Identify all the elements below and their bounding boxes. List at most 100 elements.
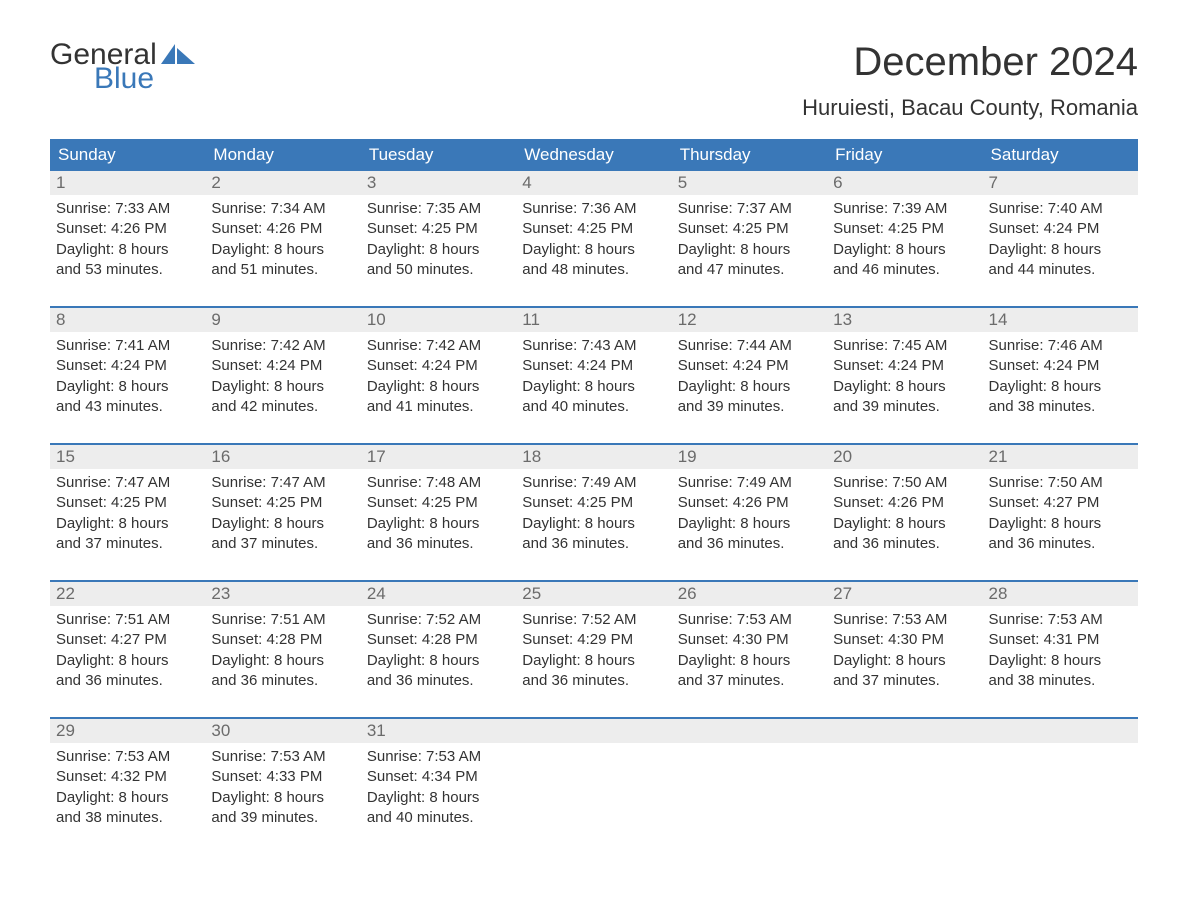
calendar-day: 5Sunrise: 7:37 AMSunset: 4:25 PMDaylight…: [672, 171, 827, 288]
weekday-header: Thursday: [672, 139, 827, 171]
day-number: 30: [205, 719, 360, 743]
weekday-header-row: SundayMondayTuesdayWednesdayThursdayFrid…: [50, 139, 1138, 171]
day-number: 25: [516, 582, 671, 606]
calendar-day: 17Sunrise: 7:48 AMSunset: 4:25 PMDayligh…: [361, 445, 516, 562]
calendar-day: 24Sunrise: 7:52 AMSunset: 4:28 PMDayligh…: [361, 582, 516, 699]
calendar-day: 12Sunrise: 7:44 AMSunset: 4:24 PMDayligh…: [672, 308, 827, 425]
calendar-day: 28Sunrise: 7:53 AMSunset: 4:31 PMDayligh…: [983, 582, 1138, 699]
day-number: 17: [361, 445, 516, 469]
calendar-day: 26Sunrise: 7:53 AMSunset: 4:30 PMDayligh…: [672, 582, 827, 699]
calendar-day: 27Sunrise: 7:53 AMSunset: 4:30 PMDayligh…: [827, 582, 982, 699]
calendar-day: 3Sunrise: 7:35 AMSunset: 4:25 PMDaylight…: [361, 171, 516, 288]
calendar-day: 15Sunrise: 7:47 AMSunset: 4:25 PMDayligh…: [50, 445, 205, 562]
day-number-empty: [827, 719, 982, 743]
calendar-day: 11Sunrise: 7:43 AMSunset: 4:24 PMDayligh…: [516, 308, 671, 425]
calendar-week: 8Sunrise: 7:41 AMSunset: 4:24 PMDaylight…: [50, 306, 1138, 425]
day-number-empty: [516, 719, 671, 743]
day-details: Sunrise: 7:50 AMSunset: 4:26 PMDaylight:…: [827, 469, 982, 562]
day-number: 2: [205, 171, 360, 195]
day-details: Sunrise: 7:53 AMSunset: 4:30 PMDaylight:…: [672, 606, 827, 699]
day-details: Sunrise: 7:49 AMSunset: 4:25 PMDaylight:…: [516, 469, 671, 562]
day-details: Sunrise: 7:42 AMSunset: 4:24 PMDaylight:…: [205, 332, 360, 425]
calendar-day: 20Sunrise: 7:50 AMSunset: 4:26 PMDayligh…: [827, 445, 982, 562]
day-details: Sunrise: 7:40 AMSunset: 4:24 PMDaylight:…: [983, 195, 1138, 288]
day-details: Sunrise: 7:44 AMSunset: 4:24 PMDaylight:…: [672, 332, 827, 425]
title-block: December 2024 Huruiesti, Bacau County, R…: [802, 40, 1138, 121]
calendar-day: 7Sunrise: 7:40 AMSunset: 4:24 PMDaylight…: [983, 171, 1138, 288]
weekday-header: Friday: [827, 139, 982, 171]
calendar-day: 1Sunrise: 7:33 AMSunset: 4:26 PMDaylight…: [50, 171, 205, 288]
day-number: 14: [983, 308, 1138, 332]
calendar-day: [983, 719, 1138, 836]
day-number: 11: [516, 308, 671, 332]
day-number: 21: [983, 445, 1138, 469]
calendar-day: 16Sunrise: 7:47 AMSunset: 4:25 PMDayligh…: [205, 445, 360, 562]
calendar-day: 30Sunrise: 7:53 AMSunset: 4:33 PMDayligh…: [205, 719, 360, 836]
day-details: Sunrise: 7:52 AMSunset: 4:28 PMDaylight:…: [361, 606, 516, 699]
day-number-empty: [672, 719, 827, 743]
day-details: Sunrise: 7:36 AMSunset: 4:25 PMDaylight:…: [516, 195, 671, 288]
calendar-day: 19Sunrise: 7:49 AMSunset: 4:26 PMDayligh…: [672, 445, 827, 562]
day-details: Sunrise: 7:49 AMSunset: 4:26 PMDaylight:…: [672, 469, 827, 562]
calendar-day: 8Sunrise: 7:41 AMSunset: 4:24 PMDaylight…: [50, 308, 205, 425]
calendar-week: 1Sunrise: 7:33 AMSunset: 4:26 PMDaylight…: [50, 171, 1138, 288]
day-details: Sunrise: 7:51 AMSunset: 4:27 PMDaylight:…: [50, 606, 205, 699]
day-details: Sunrise: 7:53 AMSunset: 4:30 PMDaylight:…: [827, 606, 982, 699]
day-details: Sunrise: 7:51 AMSunset: 4:28 PMDaylight:…: [205, 606, 360, 699]
day-details: Sunrise: 7:52 AMSunset: 4:29 PMDaylight:…: [516, 606, 671, 699]
calendar-day: 23Sunrise: 7:51 AMSunset: 4:28 PMDayligh…: [205, 582, 360, 699]
day-number: 19: [672, 445, 827, 469]
day-details: Sunrise: 7:53 AMSunset: 4:33 PMDaylight:…: [205, 743, 360, 836]
calendar-day: 22Sunrise: 7:51 AMSunset: 4:27 PMDayligh…: [50, 582, 205, 699]
calendar-week: 22Sunrise: 7:51 AMSunset: 4:27 PMDayligh…: [50, 580, 1138, 699]
calendar-day: 25Sunrise: 7:52 AMSunset: 4:29 PMDayligh…: [516, 582, 671, 699]
page-header: General Blue December 2024 Huruiesti, Ba…: [50, 40, 1138, 121]
day-number: 22: [50, 582, 205, 606]
day-number: 5: [672, 171, 827, 195]
logo-text-blue: Blue: [94, 64, 195, 94]
day-details: Sunrise: 7:43 AMSunset: 4:24 PMDaylight:…: [516, 332, 671, 425]
day-number: 31: [361, 719, 516, 743]
calendar: SundayMondayTuesdayWednesdayThursdayFrid…: [50, 139, 1138, 836]
day-number: 8: [50, 308, 205, 332]
weekday-header: Tuesday: [361, 139, 516, 171]
weekday-header: Monday: [205, 139, 360, 171]
calendar-day: [672, 719, 827, 836]
day-details: Sunrise: 7:35 AMSunset: 4:25 PMDaylight:…: [361, 195, 516, 288]
day-details: Sunrise: 7:37 AMSunset: 4:25 PMDaylight:…: [672, 195, 827, 288]
location-text: Huruiesti, Bacau County, Romania: [802, 95, 1138, 121]
calendar-day: 31Sunrise: 7:53 AMSunset: 4:34 PMDayligh…: [361, 719, 516, 836]
calendar-day: 6Sunrise: 7:39 AMSunset: 4:25 PMDaylight…: [827, 171, 982, 288]
day-number: 27: [827, 582, 982, 606]
day-number: 26: [672, 582, 827, 606]
day-details: Sunrise: 7:47 AMSunset: 4:25 PMDaylight:…: [50, 469, 205, 562]
day-number: 4: [516, 171, 671, 195]
calendar-day: 18Sunrise: 7:49 AMSunset: 4:25 PMDayligh…: [516, 445, 671, 562]
calendar-day: 9Sunrise: 7:42 AMSunset: 4:24 PMDaylight…: [205, 308, 360, 425]
day-details: Sunrise: 7:53 AMSunset: 4:32 PMDaylight:…: [50, 743, 205, 836]
calendar-week: 15Sunrise: 7:47 AMSunset: 4:25 PMDayligh…: [50, 443, 1138, 562]
day-details: Sunrise: 7:42 AMSunset: 4:24 PMDaylight:…: [361, 332, 516, 425]
weekday-header: Wednesday: [516, 139, 671, 171]
day-number: 28: [983, 582, 1138, 606]
day-number: 6: [827, 171, 982, 195]
calendar-day: 2Sunrise: 7:34 AMSunset: 4:26 PMDaylight…: [205, 171, 360, 288]
day-number: 20: [827, 445, 982, 469]
day-number: 13: [827, 308, 982, 332]
calendar-day: 29Sunrise: 7:53 AMSunset: 4:32 PMDayligh…: [50, 719, 205, 836]
calendar-day: 4Sunrise: 7:36 AMSunset: 4:25 PMDaylight…: [516, 171, 671, 288]
day-number: 1: [50, 171, 205, 195]
logo: General Blue: [50, 40, 195, 94]
day-details: Sunrise: 7:41 AMSunset: 4:24 PMDaylight:…: [50, 332, 205, 425]
calendar-day: 10Sunrise: 7:42 AMSunset: 4:24 PMDayligh…: [361, 308, 516, 425]
day-number: 18: [516, 445, 671, 469]
day-details: Sunrise: 7:34 AMSunset: 4:26 PMDaylight:…: [205, 195, 360, 288]
day-number: 12: [672, 308, 827, 332]
day-number: 15: [50, 445, 205, 469]
day-details: Sunrise: 7:33 AMSunset: 4:26 PMDaylight:…: [50, 195, 205, 288]
day-details: Sunrise: 7:39 AMSunset: 4:25 PMDaylight:…: [827, 195, 982, 288]
day-number: 23: [205, 582, 360, 606]
day-details: Sunrise: 7:50 AMSunset: 4:27 PMDaylight:…: [983, 469, 1138, 562]
day-details: Sunrise: 7:53 AMSunset: 4:34 PMDaylight:…: [361, 743, 516, 836]
weekday-header: Sunday: [50, 139, 205, 171]
